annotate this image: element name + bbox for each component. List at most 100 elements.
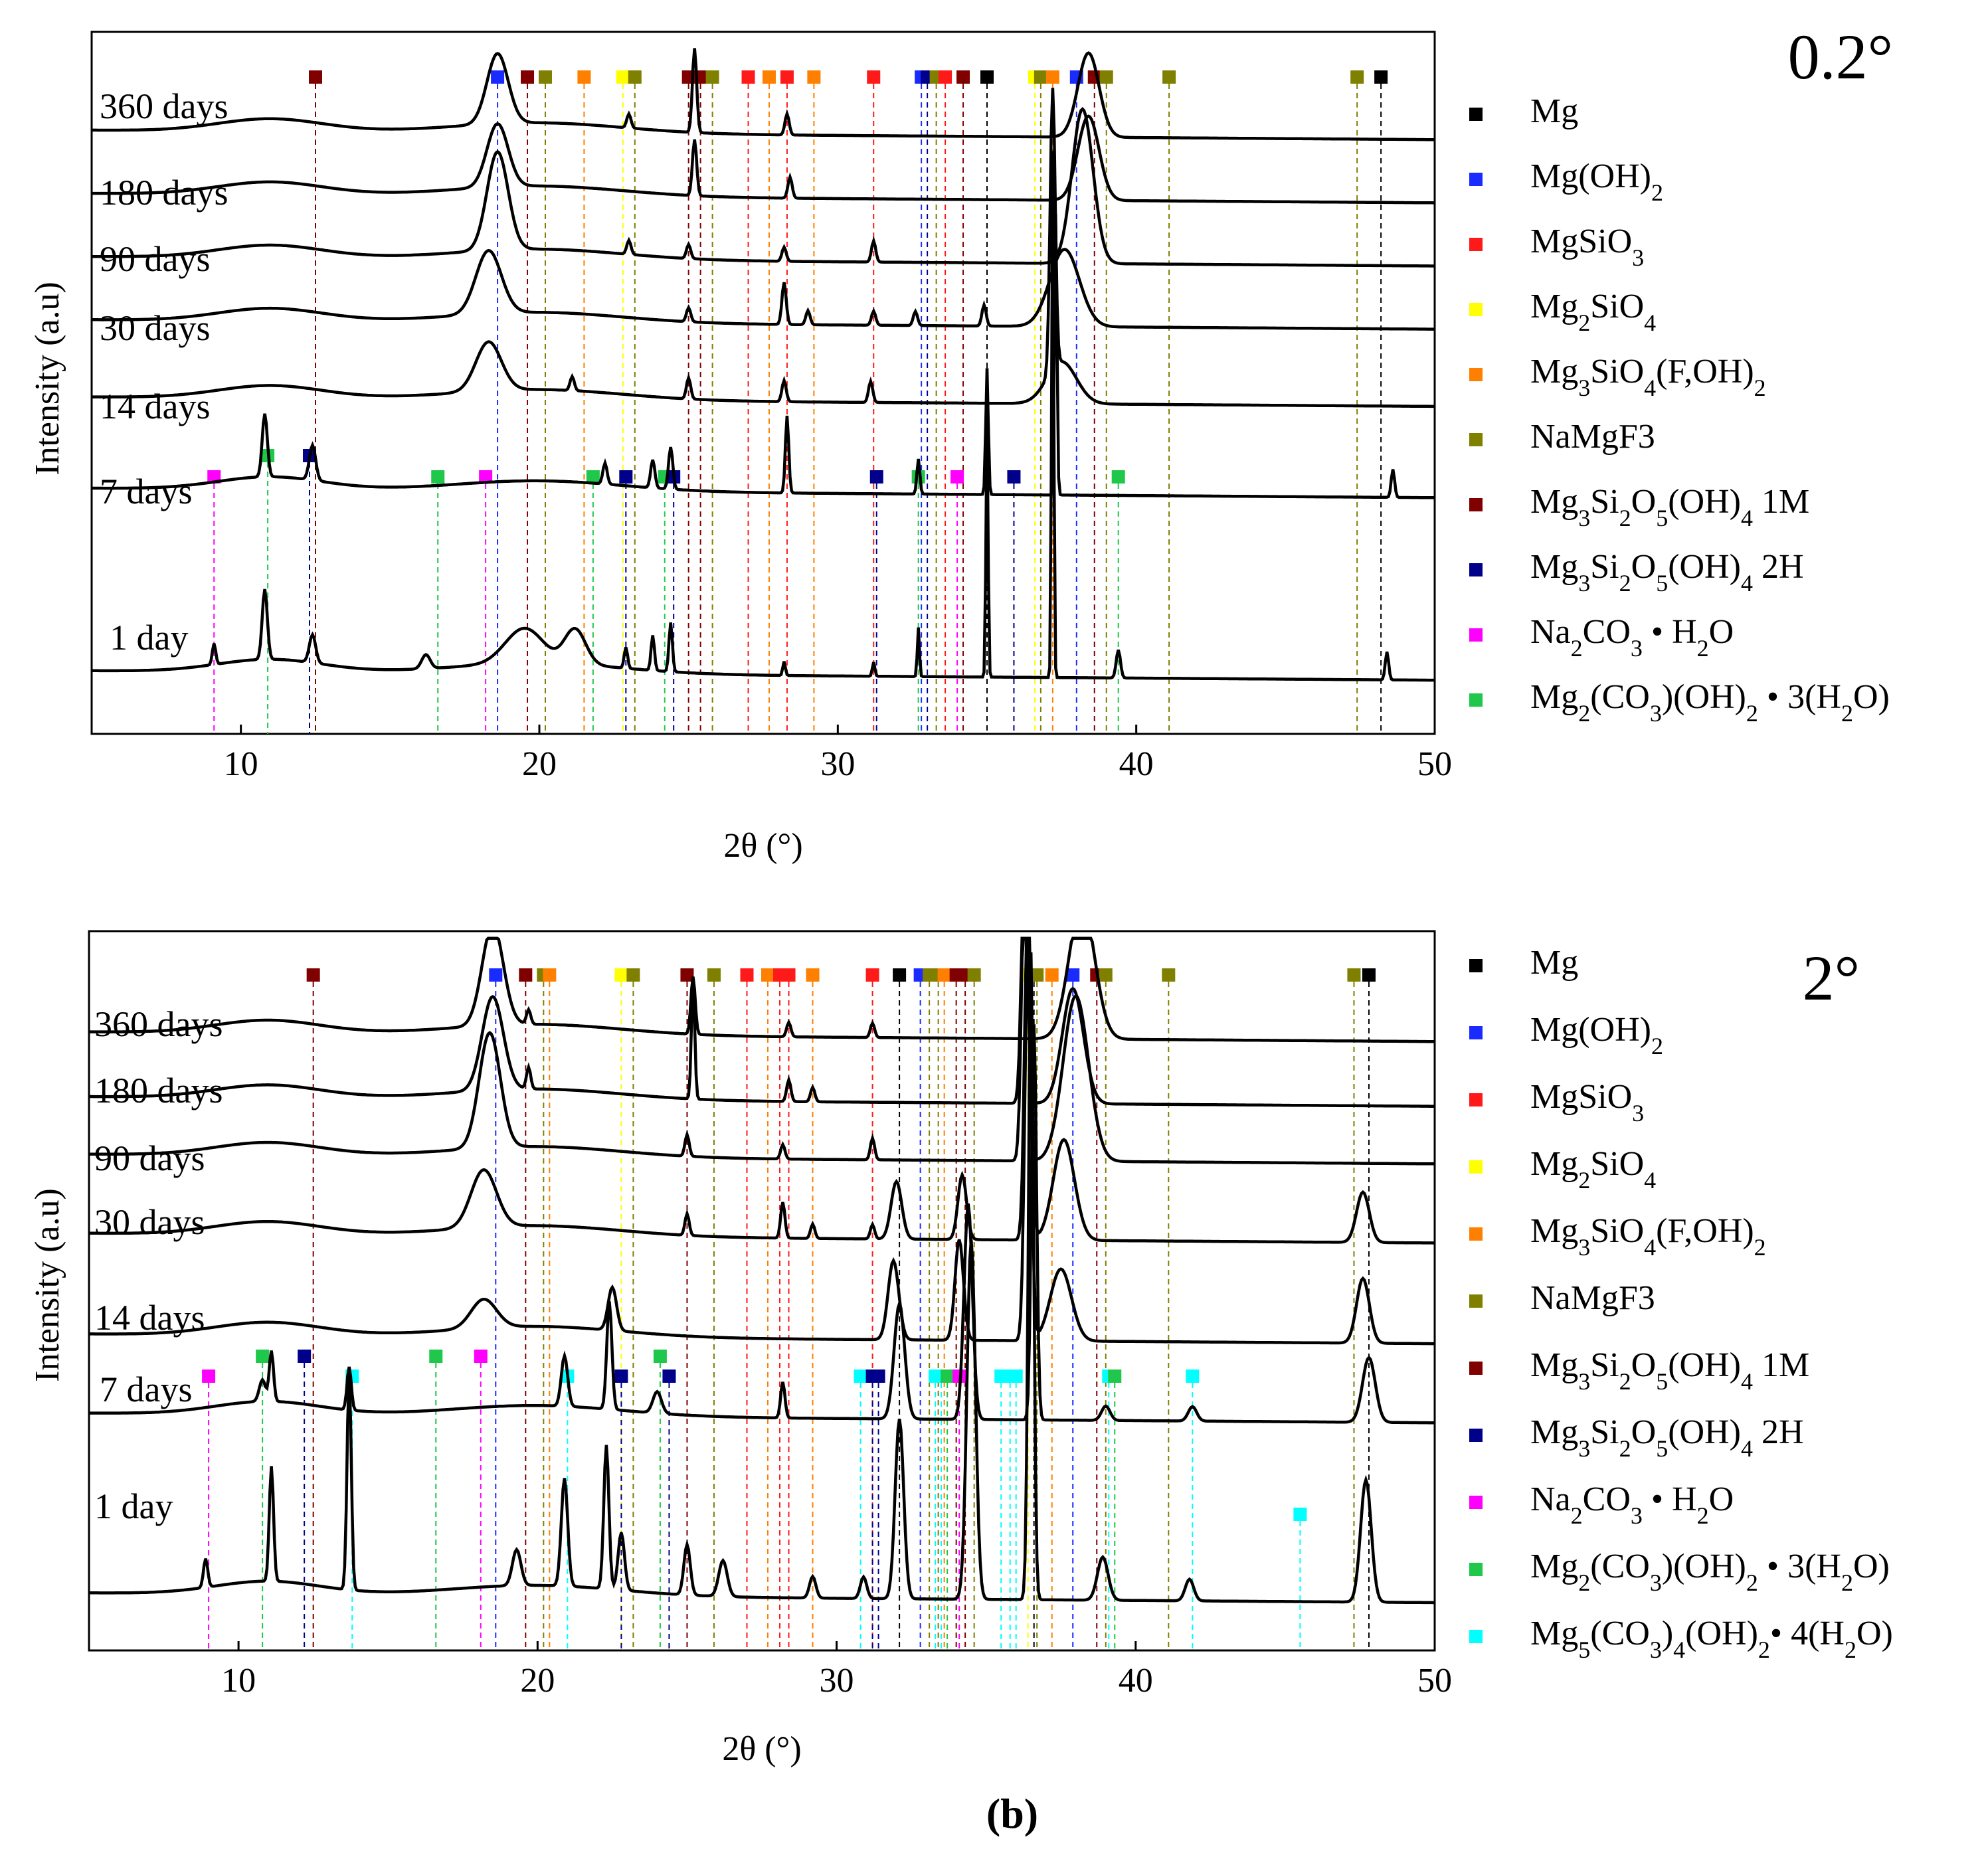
- phase-marker: [431, 470, 445, 484]
- phase-marker: [741, 70, 755, 84]
- day-label: 7 days: [100, 1369, 192, 1409]
- day-label: 360 days: [100, 86, 228, 126]
- day-label: 14 days: [100, 387, 210, 426]
- phase-marker: [521, 70, 535, 84]
- phase-marker: [761, 968, 775, 982]
- phase-marker: [780, 70, 794, 84]
- phase-marker: [519, 968, 533, 982]
- phase-marker: [705, 70, 719, 84]
- curve-180-days: [92, 114, 1435, 205]
- phase-marker: [807, 70, 821, 84]
- day-label: 30 days: [94, 1202, 205, 1242]
- legend-swatch: [1469, 498, 1483, 511]
- day-label: 1 day: [110, 618, 188, 658]
- phase-marker: [950, 470, 964, 484]
- plot-frame: [88, 930, 1436, 1652]
- curve-90-days: [89, 936, 1435, 1166]
- legend-swatch: [1469, 1227, 1483, 1241]
- phase-marker: [1374, 70, 1388, 84]
- phase-marker: [865, 968, 879, 982]
- x-tick-label: 50: [1417, 1662, 1452, 1700]
- day-label: 90 days: [100, 239, 210, 279]
- legend-swatch: [1469, 1026, 1483, 1039]
- diffraction-curves: [88, 936, 1435, 1605]
- curve-1-day: [89, 952, 1435, 1605]
- phase-marker: [967, 968, 981, 982]
- phase-marker: [740, 968, 754, 982]
- legend-label: Mg2(CO3)(OH)2 • 3(H2O): [1530, 1547, 1890, 1596]
- day-label: 180 days: [100, 173, 228, 213]
- legend-swatch: [1469, 1496, 1483, 1509]
- phase-marker: [628, 70, 642, 84]
- panel-0-2-degree: 360 days 180 days 90 days 30 days 14 days 7 d…: [29, 21, 1893, 865]
- phase-marker: [1030, 968, 1044, 982]
- legend-label: Mg3SiO4(F,OH)2: [1530, 1212, 1766, 1261]
- y-axis-label: Intensity (a.u): [29, 1188, 66, 1382]
- phase-marker: [782, 968, 796, 982]
- legend-swatch: [1469, 238, 1483, 251]
- legend: Mg Mg(OH)2 MgSiO3 Mg2SiO4 Mg3SiO4(F,OH)2 NaMg…: [1469, 92, 1890, 727]
- phase-marker: [867, 70, 881, 84]
- legend: Mg Mg(OH)2 MgSiO3 Mg2SiO4 Mg3SiO4(F,OH)2 NaMg…: [1469, 944, 1893, 1663]
- phase-marker: [538, 70, 552, 84]
- panel-2-degree: 360 days 180 days 90 days 30 days 14 days 7 d…: [29, 930, 1893, 1768]
- legend-swatch: [1469, 108, 1483, 121]
- phase-marker: [1007, 470, 1021, 484]
- phase-marker: [491, 70, 505, 84]
- day-label: 7 days: [100, 472, 192, 511]
- legend-label: Mg: [1530, 944, 1578, 982]
- day-label: 30 days: [100, 308, 210, 348]
- phase-marker: [586, 470, 600, 484]
- phase-marker: [614, 1369, 628, 1383]
- legend-label: Mg3Si2O5(OH)4 2H: [1530, 1413, 1804, 1462]
- legend-swatch: [1469, 1160, 1483, 1174]
- phase-marker: [1162, 70, 1176, 84]
- phase-marker: [1293, 1508, 1307, 1521]
- x-axis-ticks: 10 20 30 40 50: [221, 1641, 1452, 1700]
- phase-marker: [680, 968, 694, 982]
- phase-marker: [1034, 70, 1047, 84]
- x-axis-ticks: 10 20 30 40 50: [224, 725, 1452, 783]
- curve-90-days: [92, 106, 1435, 268]
- legend-swatch: [1469, 368, 1483, 381]
- phase-marker: [1045, 968, 1059, 982]
- curve-30-days: [92, 248, 1435, 331]
- x-axis-label: 2θ (°): [722, 1730, 801, 1768]
- legend-label: NaMgF3: [1530, 1279, 1655, 1317]
- phase-marker: [306, 968, 320, 982]
- legend-swatch: [1469, 959, 1483, 972]
- legend-label: Mg: [1530, 92, 1578, 130]
- curve-14-days: [92, 88, 1435, 408]
- legend-label: Na2CO3 • H2O: [1530, 1480, 1734, 1529]
- phase-marker: [980, 70, 994, 84]
- legend-label: Na2CO3 • H2O: [1530, 613, 1734, 662]
- x-tick-label: 40: [1119, 745, 1154, 783]
- legend-label: Mg2(CO3)(OH)2 • 3(H2O): [1530, 678, 1890, 727]
- curve-360-days: [89, 936, 1435, 1043]
- curve-30-days: [89, 936, 1435, 1245]
- phase-markers: [207, 70, 1388, 484]
- phase-marker: [941, 1369, 954, 1383]
- phase-marker: [489, 968, 503, 982]
- phase-marker: [854, 1369, 867, 1383]
- legend-swatch: [1469, 1563, 1483, 1576]
- phase-marker: [616, 70, 630, 84]
- legend-swatch: [1469, 303, 1483, 316]
- curve-7-days: [92, 214, 1435, 499]
- phase-marker: [893, 968, 907, 982]
- curve-360-days: [92, 48, 1435, 141]
- phase-marker: [869, 470, 883, 484]
- legend-label: NaMgF3: [1530, 418, 1655, 456]
- x-tick-label: 10: [224, 745, 258, 783]
- day-label: 90 days: [94, 1138, 205, 1178]
- curve-7-days: [88, 1024, 1435, 1425]
- legend-label: Mg(OH)2: [1530, 1011, 1663, 1059]
- day-label: 14 days: [94, 1298, 205, 1338]
- phase-marker: [1099, 968, 1113, 982]
- phase-marker: [479, 470, 493, 484]
- phase-marker: [1066, 968, 1080, 982]
- x-tick-label: 50: [1417, 745, 1452, 783]
- phase-marker: [662, 1369, 676, 1383]
- phase-marker: [309, 70, 322, 84]
